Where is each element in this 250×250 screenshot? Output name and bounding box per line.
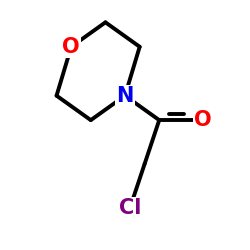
Text: O: O (194, 110, 212, 130)
Text: Cl: Cl (119, 198, 141, 218)
Text: N: N (116, 86, 134, 106)
Text: O: O (62, 37, 80, 57)
